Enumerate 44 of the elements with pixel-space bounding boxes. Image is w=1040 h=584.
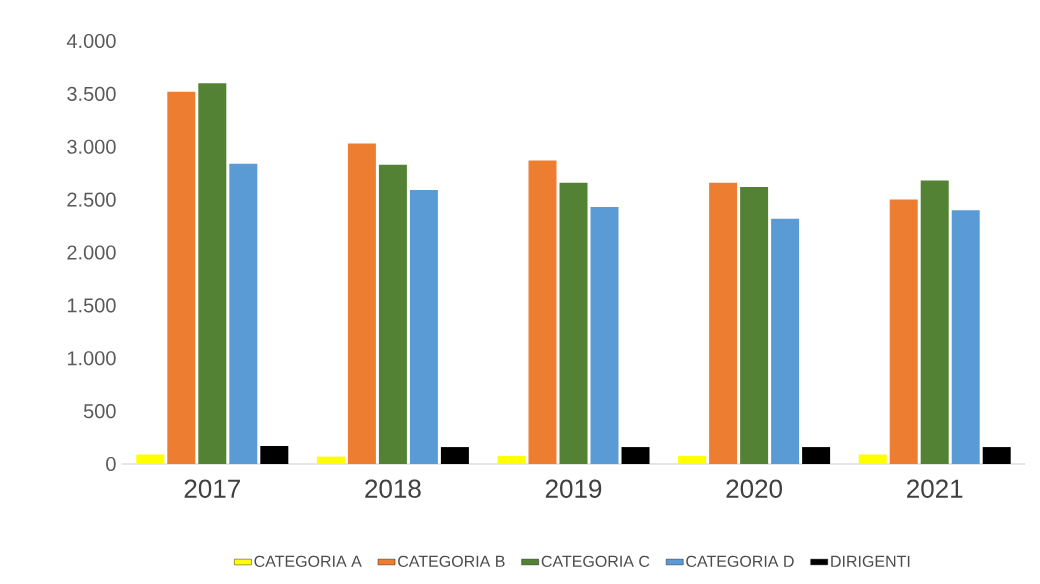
- legend-label: CATEGORIA B: [398, 555, 505, 567]
- bar: [497, 456, 526, 464]
- y-tick-label: 0: [106, 456, 116, 472]
- bar: [982, 447, 1011, 464]
- y-tick-label: 2.500: [67, 192, 116, 207]
- y-tick-label: 1.500: [67, 298, 116, 313]
- bar: [858, 454, 887, 464]
- x-tick-label: 2019: [545, 479, 602, 498]
- bar: [378, 164, 407, 464]
- y-tick-label: 3.000: [67, 139, 116, 154]
- bar: [198, 83, 227, 464]
- y-tick-label: 2.000: [67, 245, 116, 260]
- y-tick-label: 1.000: [67, 351, 116, 366]
- bar: [136, 454, 165, 464]
- bar: [920, 180, 949, 464]
- bar: [229, 163, 258, 464]
- bar: [440, 447, 469, 464]
- bar: [528, 160, 557, 464]
- bar: [740, 186, 769, 464]
- legend-label: CATEGORIA D: [686, 555, 794, 567]
- x-tick-label: 2021: [907, 479, 963, 498]
- bar: [409, 190, 438, 464]
- bar: [621, 447, 650, 464]
- x-tick-label: 2020: [726, 479, 782, 498]
- bar: [559, 182, 588, 464]
- y-tick-label: 500: [83, 404, 116, 419]
- legend-label: CATEGORIA C: [541, 555, 650, 567]
- legend-label: CATEGORIA A: [254, 555, 362, 567]
- bar: [889, 199, 918, 464]
- x-tick-label: 2017: [184, 479, 240, 498]
- legend-label: DIRIGENTI: [831, 555, 910, 567]
- bar: [316, 456, 345, 464]
- bar: [590, 207, 619, 464]
- y-tick-label: 4.000: [66, 33, 116, 49]
- x-tick-label: 2018: [365, 479, 421, 498]
- bar: [260, 446, 289, 464]
- bar: [709, 182, 738, 464]
- y-tick-label: 3.500: [67, 86, 116, 101]
- bar: [771, 218, 800, 464]
- bar: [802, 447, 831, 464]
- bar: [678, 456, 707, 464]
- bar: [167, 91, 196, 464]
- bar: [347, 143, 376, 464]
- bar: [951, 210, 980, 464]
